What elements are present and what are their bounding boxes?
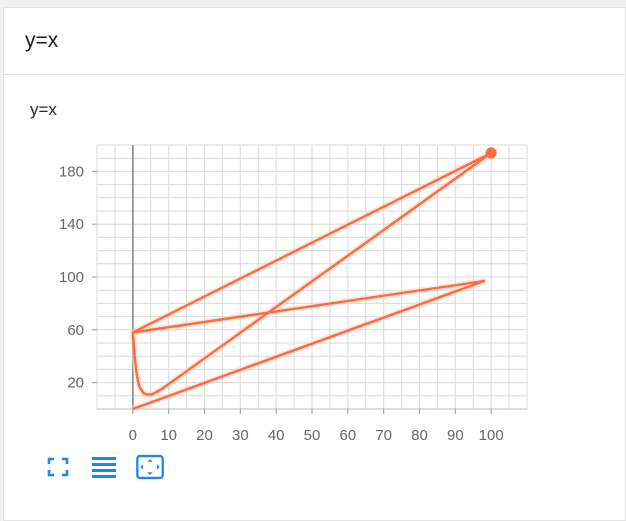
x-tick-label: 90 xyxy=(447,427,464,444)
highlight-point xyxy=(485,147,497,159)
y-tick-label: 20 xyxy=(67,375,84,392)
chart-title: y=x xyxy=(30,100,57,119)
series-layer xyxy=(129,147,497,412)
x-tick-label: 100 xyxy=(479,427,504,444)
y-tick-label: 100 xyxy=(59,269,84,286)
card-title: y=x xyxy=(25,29,59,52)
x-tick-label: 0 xyxy=(129,427,137,444)
y-tick-label: 180 xyxy=(59,163,84,180)
x-tick-label: 50 xyxy=(304,427,321,444)
x-tick-label: 70 xyxy=(375,427,392,444)
x-tick-label: 80 xyxy=(411,427,428,444)
x-tick-label: 20 xyxy=(196,427,213,444)
chart-toolbar xyxy=(44,454,182,480)
x-tick-label: 40 xyxy=(268,427,285,444)
legend-list-button[interactable] xyxy=(90,454,118,480)
list-icon xyxy=(92,457,116,478)
card-header: y=x xyxy=(4,8,625,75)
fullscreen-button[interactable] xyxy=(44,454,72,480)
fit-view-icon xyxy=(136,454,164,480)
chart-grid xyxy=(96,144,528,410)
series-line xyxy=(131,151,493,411)
y-tick-label: 140 xyxy=(59,216,84,233)
tick-labels: 0 10 20 30 40 50 60 70 80 90 100 20 60 100 140 180 xyxy=(59,163,504,444)
x-tick-label: 10 xyxy=(160,427,177,444)
x-tick-label: 60 xyxy=(339,427,356,444)
y-tick-label: 60 xyxy=(67,322,84,339)
fit-view-button[interactable] xyxy=(136,454,164,480)
fullscreen-icon xyxy=(47,457,69,477)
x-tick-label: 30 xyxy=(232,427,249,444)
